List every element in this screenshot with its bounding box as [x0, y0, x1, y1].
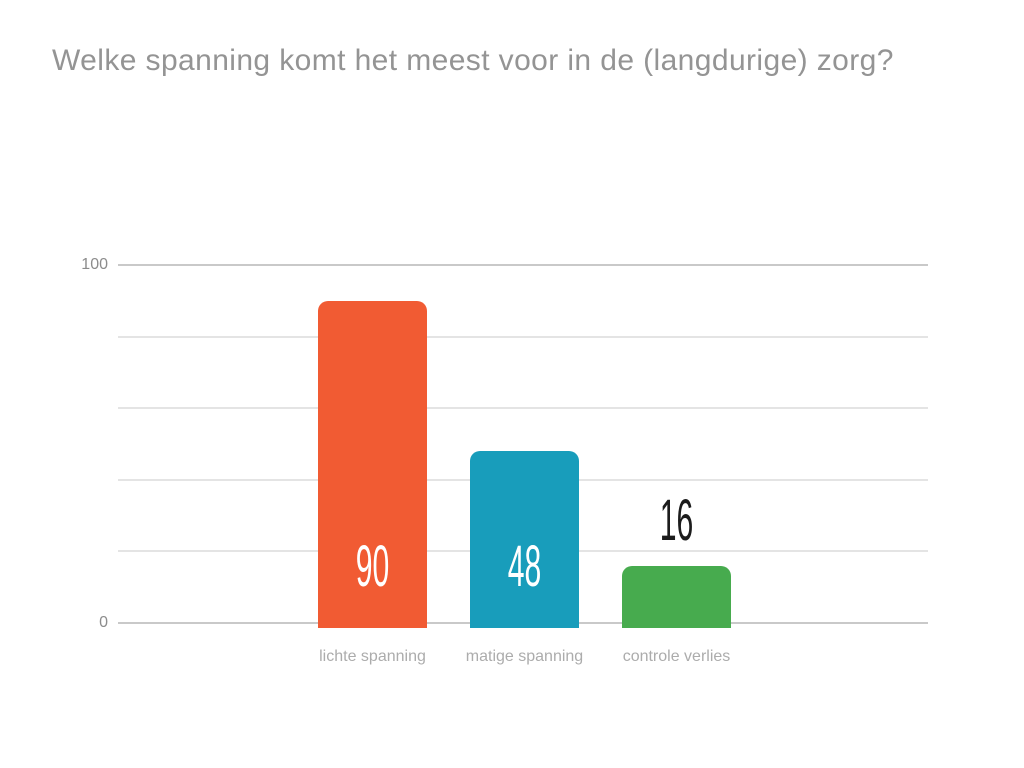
x-axis-label: lichte spanning	[319, 648, 426, 665]
bar-lichte-spanning: 90	[318, 300, 427, 628]
x-axis-label: controle verlies	[622, 648, 731, 665]
bar-value-label: 48	[507, 534, 542, 599]
bar-value-label: 90	[355, 534, 390, 599]
bar-matige-spanning: 48	[470, 451, 579, 628]
y-axis-tick-label: 100	[81, 256, 108, 273]
bar-value-label: 16	[659, 487, 694, 553]
x-axis-label: matige spanning	[465, 648, 584, 665]
bar-controle-verlies	[622, 565, 731, 628]
chart-title: Welke spanning komt het meest voor in de…	[52, 44, 894, 77]
y-axis-tick-label: 0	[99, 614, 108, 631]
bar-chart: 100 0 90 lichte spanning 48 matige spanning 16…	[81, 257, 928, 665]
gridline	[118, 335, 928, 338]
gridline	[118, 264, 928, 266]
gridline	[118, 407, 928, 410]
